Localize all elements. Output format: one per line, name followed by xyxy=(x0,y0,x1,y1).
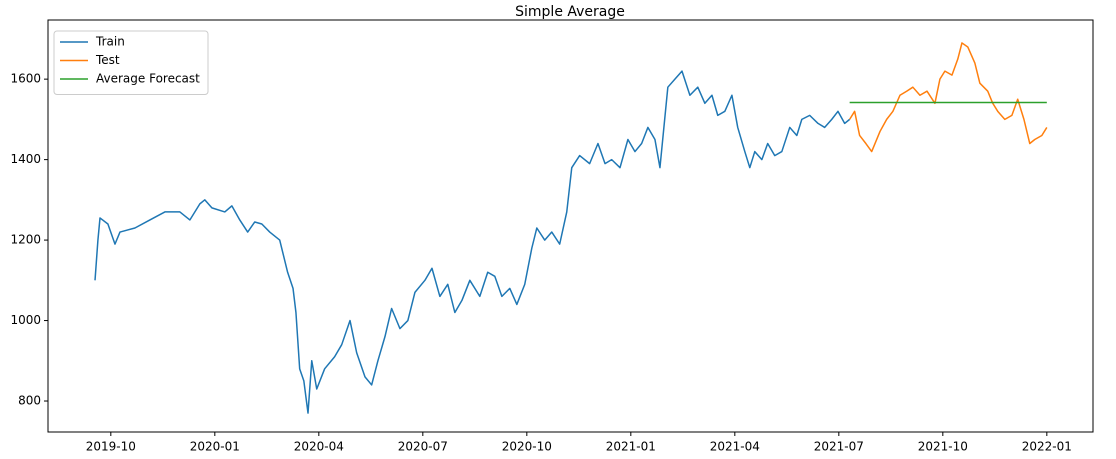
x-tick-label: 2020-01 xyxy=(190,440,240,454)
legend-label: Train xyxy=(95,35,125,49)
chart-title: Simple Average xyxy=(515,4,625,20)
y-tick-label: 1200 xyxy=(10,233,41,247)
series-line xyxy=(849,42,1048,153)
y-tick-label: 1400 xyxy=(10,152,41,166)
x-tick-label: 2021-07 xyxy=(814,440,864,454)
x-tick-label: 2022-01 xyxy=(1022,440,1072,454)
x-tick-label: 2020-10 xyxy=(502,440,552,454)
y-tick-label: 1000 xyxy=(10,313,41,327)
x-tick-label: 2021-10 xyxy=(918,440,968,454)
x-tick-label: 2020-07 xyxy=(398,440,448,454)
plot-frame xyxy=(47,19,1094,433)
x-tick-label: 2021-04 xyxy=(710,440,760,454)
x-tick-label: 2021-01 xyxy=(606,440,656,454)
legend-box xyxy=(53,30,209,95)
series-line xyxy=(94,70,851,414)
legend-label: Average Forecast xyxy=(96,72,200,86)
y-tick-label: 800 xyxy=(18,394,41,408)
legend-label: Test xyxy=(95,53,120,67)
y-tick-label: 1600 xyxy=(10,72,41,86)
x-tick-label: 2020-04 xyxy=(294,440,344,454)
x-tick-label: 2019-10 xyxy=(86,440,136,454)
